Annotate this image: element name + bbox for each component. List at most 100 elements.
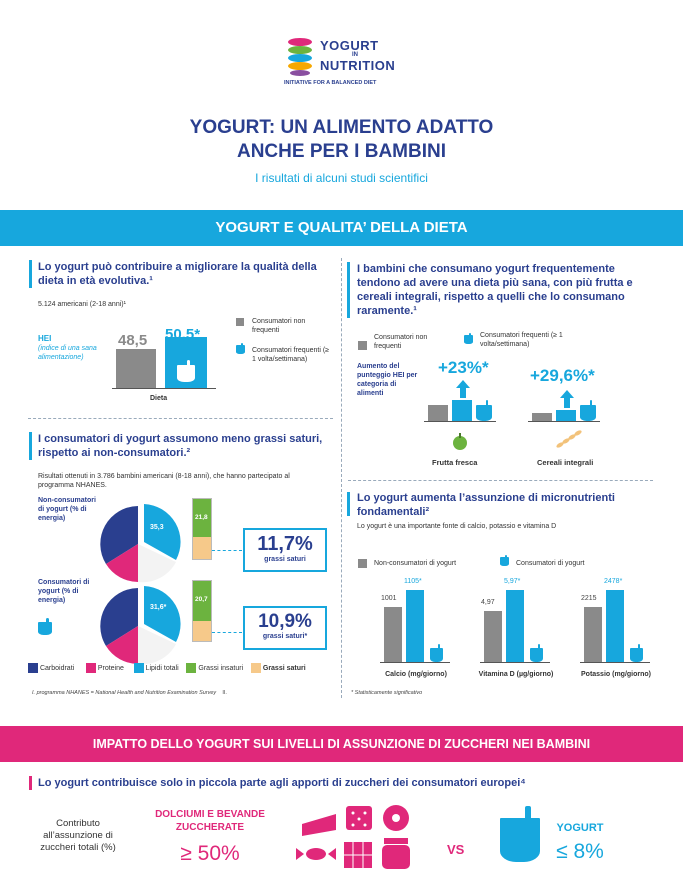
hei-legend-cons: Consumatori frequenti (≥ 1 volta/settima…: [252, 347, 329, 363]
footnote-left: I. programma NHANES = National Health an…: [32, 690, 227, 696]
sugar-heading: Lo yogurt contribuisce solo in piccola p…: [38, 777, 526, 789]
accent-bar: [347, 492, 350, 516]
pie-cons-lipidi-value: 31,6*: [150, 604, 167, 611]
micro-baseline: [580, 662, 650, 663]
cereal-bar-non: [532, 413, 552, 421]
yogurt-cup-icon: [430, 644, 443, 662]
sweets-label: DOLCIUMI E BEVANDE ZUCCHERATE: [155, 809, 265, 833]
banner-sugar-text: IMPATTO DELLO YOGURT SUI LIVELLI DI ASSU…: [92, 737, 591, 751]
micro-sub: Lo yogurt è una importante fonte di calc…: [357, 523, 557, 530]
legend-square: [250, 663, 261, 673]
legend-item: Grassi saturi: [262, 664, 306, 672]
donut-icon: [383, 805, 409, 831]
hei-label-sub: (indice di una sana alimentazione): [38, 345, 97, 361]
cereal-baseline: [528, 421, 600, 422]
micro-group-label: Potassio (mg/giorno): [581, 671, 651, 678]
micro-value-cons: 2478*: [604, 578, 623, 585]
cake-icon: [302, 814, 336, 836]
legend-square: [28, 663, 38, 673]
stack-cons-insat-value: 20,7: [195, 596, 208, 603]
micro-value-non: 4,97: [481, 599, 495, 606]
pie-non-lipidi-value: 35,3: [150, 524, 164, 531]
fat-sample: Risultati ottenuti in 3.786 bambini amer…: [38, 473, 290, 489]
hei-value-non: 48,5: [118, 332, 148, 349]
column-divider: [341, 258, 342, 698]
cereal-label: Cereali integrali: [537, 458, 594, 467]
section-divider: [348, 480, 653, 481]
logo-line1: YOGURT: [320, 38, 379, 53]
logo-line2: NUTRITION: [320, 58, 396, 73]
legend-item: Carboidrati: [39, 664, 75, 672]
accent-bar: [29, 432, 32, 460]
jam-jar-icon: [382, 838, 410, 869]
micro-legend-non: Non-consumatori di yogurt: [374, 560, 457, 567]
wheat-icon: [556, 430, 582, 448]
sweets-value: ≥ 50%: [180, 842, 240, 865]
page-title-line1: YOGURT: UN ALIMENTO ADATTO: [189, 117, 494, 138]
micro-group-label: Vitamina D (µg/giorno): [478, 671, 554, 678]
sweets-icons: [296, 805, 410, 869]
banner-diet-quality-text: YOGURT E QUALITA’ DELLA DIETA: [215, 219, 468, 236]
hei-heading: Lo yogurt può contribuire a migliorare l…: [38, 261, 317, 287]
hei-legend-non: Consumatori non frequenti: [252, 318, 306, 334]
logo-tagline: INITIATIVE FOR A BALANCED DIET: [284, 80, 377, 86]
legend-square-non: [236, 318, 244, 326]
hei-xlabel: Dieta: [150, 395, 168, 402]
section-divider: [28, 418, 333, 419]
hei-baseline: [112, 388, 216, 389]
pie-non-consumers: [100, 504, 181, 583]
connector-line: [212, 632, 242, 633]
fruit-bar-cons: [452, 400, 472, 421]
micro-bar-non: [384, 607, 402, 662]
non-sat-box: 11,7% grassi saturi: [243, 528, 327, 572]
legend-item: Proteine: [97, 664, 124, 672]
micro-bar-cons: [506, 590, 524, 662]
candy-icon: [296, 848, 336, 860]
logo-in: IN: [352, 52, 358, 58]
page-title-line2: ANCHE PER I BAMBINI: [236, 141, 446, 162]
yogurt-cup-icon: [236, 343, 245, 354]
fruit-heading: I bambini che consumano yogurt frequente…: [357, 263, 633, 317]
non-sat-label: grassi saturi: [264, 556, 306, 563]
legend-item: Grassi insaturi: [198, 664, 244, 672]
hei-value-cons: 50,5*: [165, 326, 201, 343]
fruit-legend-non: Consumatori non frequenti: [374, 334, 428, 350]
accent-bar: [347, 262, 350, 318]
micro-bar-cons: [406, 590, 424, 662]
connector-line: [212, 550, 242, 551]
stack-non-insat-value: 21,8: [195, 514, 208, 521]
micro-group-label: Calcio (mg/giorno): [385, 671, 447, 678]
pie-consumers: [100, 586, 181, 665]
stack-non: [192, 498, 212, 560]
micro-baseline: [480, 662, 550, 663]
legend-square: [133, 663, 144, 673]
arrow-up-icon: [560, 390, 574, 408]
footnote-right: * Statisticamente significativo: [351, 690, 423, 696]
micro-value-cons: 5,97*: [504, 578, 521, 585]
fruit-baseline: [424, 421, 496, 422]
vs-label: VS: [447, 842, 465, 857]
arrow-up-icon: [456, 380, 470, 398]
hei-label: HEI: [38, 334, 52, 343]
yogurt-cup-icon: [38, 618, 52, 635]
micro-value-non: 1001: [381, 595, 397, 602]
cons-sat-box: 10,9% grassi saturi*: [243, 606, 327, 650]
chocolate-icon: [344, 842, 372, 868]
biscuit-icon: [346, 806, 372, 830]
hei-bar-non: [116, 349, 156, 388]
banner-diet-quality: YOGURT E QUALITA’ DELLA DIETA: [0, 210, 683, 246]
legend-square: [186, 663, 197, 673]
fruit-side-label: Aumento del punteggio HEI per categoria …: [357, 363, 418, 397]
legend-square: [85, 663, 96, 673]
cons-sat-label: grassi saturi*: [262, 633, 308, 640]
cereal-bar-cons: [556, 410, 576, 421]
yogurt-sugar-value: ≤ 8%: [556, 840, 604, 863]
micro-legend-cons: Consumatori di yogurt: [516, 560, 585, 567]
micro-bar-non: [484, 611, 502, 662]
yogurt-cup-icon: [630, 644, 643, 662]
apple-icon: [453, 433, 467, 450]
yogurt-cup-icon: [500, 555, 509, 566]
legend-item: Lipidi totali: [145, 664, 179, 672]
fruit-pct: +23%*: [438, 358, 489, 377]
stack-cons: [192, 580, 212, 642]
